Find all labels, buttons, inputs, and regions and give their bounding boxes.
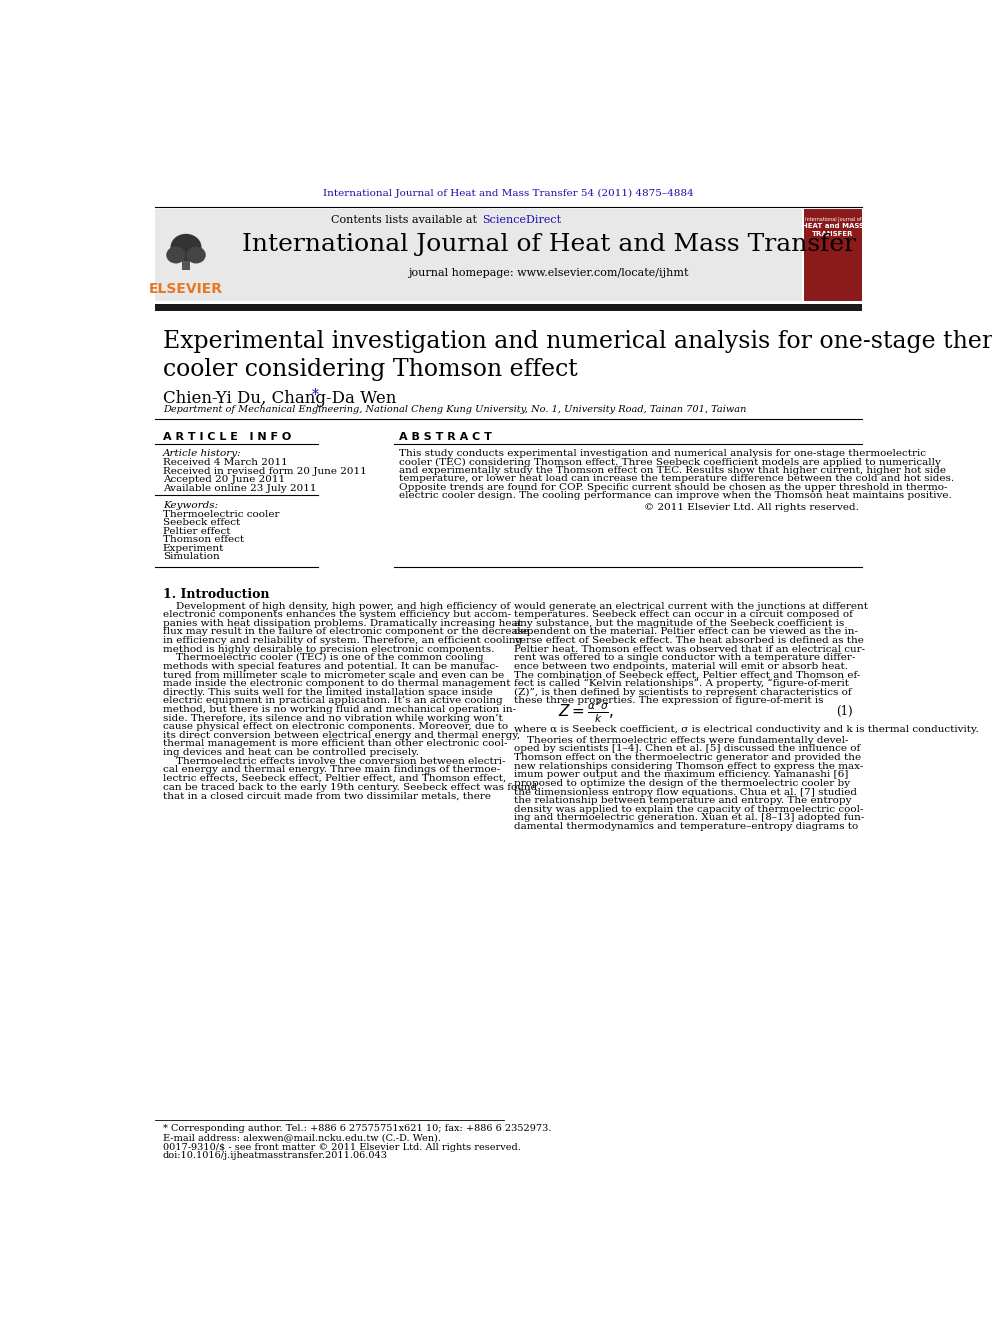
Text: Seebeck effect: Seebeck effect — [163, 519, 240, 528]
Text: 0017-9310/$ - see front matter © 2011 Elsevier Ltd. All rights reserved.: 0017-9310/$ - see front matter © 2011 El… — [163, 1143, 521, 1152]
Text: Thermoelectric effects involve the conversion between electri-: Thermoelectric effects involve the conve… — [163, 757, 505, 766]
Text: proposed to optimize the design of the thermoelectric cooler by: proposed to optimize the design of the t… — [514, 779, 850, 789]
Text: the relationship between temperature and entropy. The entropy: the relationship between temperature and… — [514, 796, 851, 806]
Text: any substance, but the magnitude of the Seebeck coefficient is: any substance, but the magnitude of the … — [514, 619, 844, 627]
Bar — [155, 209, 803, 302]
Text: Keywords:: Keywords: — [163, 500, 218, 509]
Text: that in a closed circuit made from two dissimilar metals, there: that in a closed circuit made from two d… — [163, 791, 491, 800]
Text: method is highly desirable to precision electronic components.: method is highly desirable to precision … — [163, 644, 494, 654]
Text: panies with heat dissipation problems. Dramatically increasing heat: panies with heat dissipation problems. D… — [163, 619, 522, 627]
Text: lectric effects, Seebeck effect, Peltier effect, and Thomson effect,: lectric effects, Seebeck effect, Peltier… — [163, 774, 506, 783]
Text: cooler (TEC) considering Thomson effect. Three Seebeck coefficient models are ap: cooler (TEC) considering Thomson effect.… — [399, 458, 941, 467]
Text: (1): (1) — [836, 705, 852, 717]
Text: temperature, or lower heat load can increase the temperature difference between : temperature, or lower heat load can incr… — [399, 475, 954, 483]
Text: HEAT and MASS: HEAT and MASS — [803, 224, 864, 229]
Text: International Journal of Heat and Mass Transfer 54 (2011) 4875–4884: International Journal of Heat and Mass T… — [323, 189, 693, 198]
Bar — [183, 255, 189, 270]
Text: rent was offered to a single conductor with a temperature differ-: rent was offered to a single conductor w… — [514, 654, 855, 663]
Text: ScienceDirect: ScienceDirect — [482, 216, 561, 225]
Text: electric equipment in practical application. It’s an active cooling: electric equipment in practical applicat… — [163, 696, 503, 705]
Bar — [155, 303, 862, 311]
Text: Received in revised form 20 June 2011: Received in revised form 20 June 2011 — [163, 467, 366, 476]
Text: cal energy and thermal energy. Three main findings of thermoe-: cal energy and thermal energy. Three mai… — [163, 766, 500, 774]
Text: (Z)”, is then defined by scientists to represent characteristics of: (Z)”, is then defined by scientists to r… — [514, 688, 851, 697]
Text: E-mail address: alexwen@mail.ncku.edu.tw (C.-D. Wen).: E-mail address: alexwen@mail.ncku.edu.tw… — [163, 1132, 440, 1142]
Ellipse shape — [171, 234, 201, 261]
Text: Experiment: Experiment — [163, 544, 224, 553]
Text: Thomson effect: Thomson effect — [163, 536, 244, 544]
Text: ing devices and heat can be controlled precisely.: ing devices and heat can be controlled p… — [163, 747, 419, 757]
Text: Thomson effect on the thermoelectric generator and provided the: Thomson effect on the thermoelectric gen… — [514, 753, 861, 762]
Text: temperatures. Seebeck effect can occur in a circuit composed of: temperatures. Seebeck effect can occur i… — [514, 610, 853, 619]
Text: TRANSFER: TRANSFER — [812, 232, 854, 237]
Text: fect is called “Kelvin relationships”. A property, “figure-of-merit: fect is called “Kelvin relationships”. A… — [514, 679, 849, 688]
Text: directly. This suits well for the limited installation space inside: directly. This suits well for the limite… — [163, 688, 492, 697]
Text: Chien-Yi Du, Chang-Da Wen: Chien-Yi Du, Chang-Da Wen — [163, 390, 396, 406]
Text: side. Therefore, its silence and no vibration while working won’t: side. Therefore, its silence and no vibr… — [163, 713, 503, 722]
Text: oped by scientists [1–4]. Chen et al. [5] discussed the influence of: oped by scientists [1–4]. Chen et al. [5… — [514, 745, 860, 753]
Text: would generate an electrical current with the junctions at different: would generate an electrical current wit… — [514, 602, 868, 610]
Text: these three properties. The expression of figure-of-merit is: these three properties. The expression o… — [514, 696, 823, 705]
Text: A R T I C L E   I N F O: A R T I C L E I N F O — [163, 433, 291, 442]
Text: tured from millimeter scale to micrometer scale and even can be: tured from millimeter scale to micromete… — [163, 671, 504, 680]
Text: © 2011 Elsevier Ltd. All rights reserved.: © 2011 Elsevier Ltd. All rights reserved… — [644, 503, 859, 512]
Text: ence between two endpoints, material will emit or absorb heat.: ence between two endpoints, material wil… — [514, 662, 848, 671]
Text: Opposite trends are found for COP. Specific current should be chosen as the uppe: Opposite trends are found for COP. Speci… — [399, 483, 947, 492]
Text: $Z = \frac{\alpha^2\sigma}{k},$: $Z = \frac{\alpha^2\sigma}{k},$ — [558, 697, 614, 725]
Text: Department of Mechanical Engineering, National Cheng Kung University, No. 1, Uni: Department of Mechanical Engineering, Na… — [163, 405, 746, 414]
Text: Peltier heat. Thomson effect was observed that if an electrical cur-: Peltier heat. Thomson effect was observe… — [514, 644, 865, 654]
Text: Theories of thermoelectric effects were fundamentally devel-: Theories of thermoelectric effects were … — [514, 736, 848, 745]
Text: Thermoelectric cooler (TEC) is one of the common cooling: Thermoelectric cooler (TEC) is one of th… — [163, 654, 483, 663]
Text: journal homepage: www.elsevier.com/locate/ijhmt: journal homepage: www.elsevier.com/locat… — [409, 267, 689, 278]
Text: *: * — [311, 388, 318, 402]
Text: doi:10.1016/j.ijheatmasstransfer.2011.06.043: doi:10.1016/j.ijheatmasstransfer.2011.06… — [163, 1151, 388, 1160]
Text: International Journal of: International Journal of — [805, 217, 861, 221]
Text: damental thermodynamics and temperature–entropy diagrams to: damental thermodynamics and temperature–… — [514, 822, 858, 831]
Text: methods with special features and potential. It can be manufac-: methods with special features and potent… — [163, 662, 499, 671]
Text: new relationships considering Thomson effect to express the max-: new relationships considering Thomson ef… — [514, 762, 863, 771]
Text: electric cooler design. The cooling performance can improve when the Thomson hea: electric cooler design. The cooling perf… — [399, 491, 952, 500]
Ellipse shape — [167, 246, 186, 263]
Text: Experimental investigation and numerical analysis for one-stage thermoelectric
c: Experimental investigation and numerical… — [163, 329, 992, 381]
Text: electronic components enhances the system efficiency but accom-: electronic components enhances the syste… — [163, 610, 511, 619]
Text: where α is Seebeck coefficient, σ is electrical conductivity and k is thermal co: where α is Seebeck coefficient, σ is ele… — [514, 725, 978, 734]
Text: method, but there is no working fluid and mechanical operation in-: method, but there is no working fluid an… — [163, 705, 516, 714]
Text: made inside the electronic component to do thermal management: made inside the electronic component to … — [163, 679, 510, 688]
Text: Simulation: Simulation — [163, 552, 219, 561]
Text: cause physical effect on electronic components. Moreover, due to: cause physical effect on electronic comp… — [163, 722, 508, 732]
Text: imum power output and the maximum efficiency. Yamanashi [6]: imum power output and the maximum effici… — [514, 770, 848, 779]
Text: Available online 23 July 2011: Available online 23 July 2011 — [163, 484, 316, 492]
Text: 1. Introduction: 1. Introduction — [163, 589, 269, 602]
Ellipse shape — [186, 246, 205, 263]
Text: the dimensionless entropy flow equations. Chua et al. [7] studied: the dimensionless entropy flow equations… — [514, 787, 857, 796]
Bar — [805, 209, 862, 302]
Text: ELSEVIER: ELSEVIER — [149, 282, 223, 296]
Text: thermal management is more efficient than other electronic cool-: thermal management is more efficient tha… — [163, 740, 507, 749]
Text: * Corresponding author. Tel.: +886 6 27575751x621 10; fax: +886 6 2352973.: * Corresponding author. Tel.: +886 6 275… — [163, 1125, 552, 1134]
Text: Development of high density, high power, and high efficiency of: Development of high density, high power,… — [163, 602, 510, 610]
Text: and experimentally study the Thomson effect on TEC. Results show that higher cur: and experimentally study the Thomson eff… — [399, 466, 946, 475]
Text: The combination of Seebeck effect, Peltier effect and Thomson ef-: The combination of Seebeck effect, Pelti… — [514, 671, 860, 680]
Text: verse effect of Seebeck effect. The heat absorbed is defined as the: verse effect of Seebeck effect. The heat… — [514, 636, 864, 646]
Text: in efficiency and reliability of system. Therefore, an efficient cooling: in efficiency and reliability of system.… — [163, 636, 522, 646]
Text: A B S T R A C T: A B S T R A C T — [399, 433, 492, 442]
Text: flux may result in the failure of electronic component or the decrease: flux may result in the failure of electr… — [163, 627, 529, 636]
Text: Accepted 20 June 2011: Accepted 20 June 2011 — [163, 475, 285, 484]
Text: Article history:: Article history: — [163, 448, 241, 458]
Text: Contents lists available at: Contents lists available at — [331, 216, 480, 225]
Text: Thermoelectric cooler: Thermoelectric cooler — [163, 509, 280, 519]
Text: density was applied to explain the capacity of thermoelectric cool-: density was applied to explain the capac… — [514, 804, 863, 814]
Text: dependent on the material. Peltier effect can be viewed as the in-: dependent on the material. Peltier effec… — [514, 627, 858, 636]
Text: Received 4 March 2011: Received 4 March 2011 — [163, 458, 288, 467]
Text: can be traced back to the early 19th century. Seebeck effect was found: can be traced back to the early 19th cen… — [163, 783, 537, 791]
Text: This study conducts experimental investigation and numerical analysis for one-st: This study conducts experimental investi… — [399, 448, 927, 458]
Text: its direct conversion between electrical energy and thermal energy,: its direct conversion between electrical… — [163, 730, 520, 740]
Text: International Journal of Heat and Mass Transfer: International Journal of Heat and Mass T… — [242, 233, 856, 257]
Text: ing and thermoelectric generation. Xuan et al. [8–13] adopted fun-: ing and thermoelectric generation. Xuan … — [514, 814, 864, 823]
Text: Peltier effect: Peltier effect — [163, 527, 230, 536]
